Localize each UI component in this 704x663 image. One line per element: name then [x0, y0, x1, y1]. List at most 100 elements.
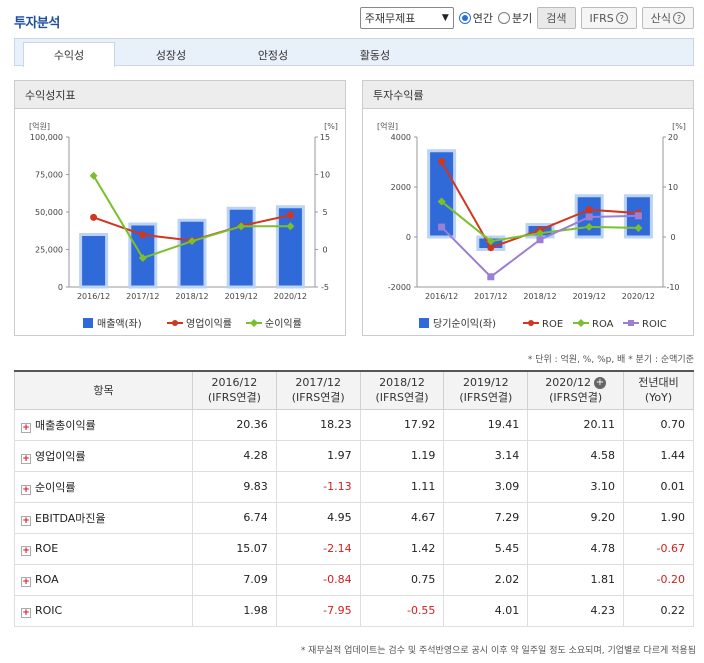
row-label[interactable]: + 영업이익률	[14, 439, 193, 472]
statement-type-select[interactable]: 주재무제표 ▼	[359, 7, 454, 29]
header-col: 2019/12 (IFRS연결)	[443, 370, 529, 410]
table-cell: 4.28	[192, 439, 277, 472]
tab-growth[interactable]: 성장성	[155, 48, 187, 62]
y-tick-left: 100,000	[30, 133, 63, 142]
table-cell: 1.42	[359, 532, 445, 565]
table-cell: 17.92	[359, 408, 445, 441]
table-cell: 1.97	[275, 439, 361, 472]
radio-quarter-label: 분기	[512, 12, 533, 25]
data-point	[237, 222, 246, 231]
table-cell: 5.45	[443, 532, 529, 565]
table-row: + 영업이익률 4.28 1.97 1.19 3.14 4.58 1.44	[14, 439, 694, 472]
table-cell: 6.74	[192, 501, 277, 534]
table-row: + EBITDA마진율 6.74 4.95 4.67 7.29 9.20 1.90	[14, 501, 694, 534]
header-period: 전년대비	[638, 376, 679, 390]
table-cell: 20.36	[192, 408, 277, 441]
data-point	[585, 213, 593, 221]
row-label[interactable]: + ROE	[14, 532, 193, 565]
data-point	[585, 206, 593, 214]
x-tick-label: 2016/12	[425, 292, 458, 301]
data-point	[188, 237, 196, 246]
expand-icon[interactable]: +	[21, 545, 31, 556]
table-cell: 0.75	[359, 563, 445, 596]
header-period: 2020/12	[545, 376, 591, 390]
question-icon: ?	[615, 12, 628, 24]
table-cell: 15.07	[192, 532, 277, 565]
table-cell: 4.78	[527, 532, 624, 565]
row-label[interactable]: + ROA	[14, 563, 193, 596]
y-tick-right: 15	[320, 133, 330, 142]
header-basis: (IFRS연결)	[459, 391, 513, 405]
right-axis-unit: [%]	[672, 122, 686, 131]
data-point	[487, 244, 495, 252]
y-tick-right: 10	[320, 171, 330, 180]
expand-columns-icon[interactable]: +	[593, 377, 606, 390]
tab-profitability[interactable]: 수익성	[23, 42, 115, 67]
legend-label: 매출액(좌)	[97, 318, 142, 330]
table-row: + 순이익률 9.83 -1.13 1.11 3.09 3.10 0.01	[14, 470, 694, 503]
legend-label: ROIC	[642, 319, 667, 330]
formula-button-label: 산식	[650, 12, 671, 25]
table-cell: 3.14	[443, 439, 529, 472]
table-cell: 4.58	[527, 439, 624, 472]
data-point	[437, 197, 446, 206]
x-tick-label: 2020/12	[274, 292, 307, 301]
table-cell: 19.41	[443, 408, 529, 441]
legend-label: 당기순이익(좌)	[433, 318, 496, 330]
bar-2018/12	[177, 218, 207, 289]
data-point	[536, 236, 544, 244]
formula-help-button[interactable]: 산식 ?	[641, 7, 694, 29]
legend-label: ROE	[542, 319, 563, 330]
table-cell: 18.23	[275, 408, 361, 441]
row-label[interactable]: + ROIC	[14, 594, 193, 627]
table-cell: 1.90	[623, 501, 694, 534]
y-tick-left: 50,000	[35, 208, 63, 217]
header-basis: (IFRS연결)	[549, 391, 603, 405]
table-cell: 4.95	[275, 501, 361, 534]
expand-icon[interactable]: +	[21, 484, 31, 495]
legend-marker	[172, 320, 178, 326]
row-label-text: EBITDA마진율	[35, 511, 106, 525]
header-col: 전년대비 (YoY)	[623, 370, 694, 410]
data-point	[487, 273, 495, 281]
radio-quarter[interactable]: 분기	[498, 10, 532, 26]
tab-stability[interactable]: 안정성	[257, 48, 289, 62]
search-button[interactable]: 검색	[537, 7, 576, 29]
legend-marker	[250, 319, 258, 327]
table-cell: 1.98	[192, 594, 277, 627]
expand-icon[interactable]: +	[21, 515, 31, 526]
expand-icon[interactable]: +	[21, 576, 31, 587]
row-label-text: 순이익률	[35, 480, 76, 494]
table-cell: 9.83	[192, 470, 277, 503]
row-label[interactable]: + 매출총이익률	[14, 408, 193, 441]
radio-annual[interactable]: 연간	[458, 10, 493, 26]
x-tick-label: 2016/12	[77, 292, 110, 301]
header-basis: (IFRS연결)	[375, 391, 429, 405]
table-cell: 1.19	[359, 439, 445, 472]
row-label[interactable]: + 순이익률	[14, 470, 193, 503]
expand-icon[interactable]: +	[21, 607, 31, 618]
expand-icon[interactable]: +	[21, 422, 31, 433]
data-point	[89, 171, 98, 180]
y-tick-left: 0	[406, 233, 411, 242]
header-item: 항목	[14, 370, 193, 410]
table-cell: 0.22	[623, 594, 694, 627]
header-basis: (IFRS연결)	[291, 391, 345, 405]
expand-icon[interactable]: +	[21, 453, 31, 464]
y-tick-left: 75,000	[35, 171, 63, 180]
data-point	[536, 229, 544, 238]
data-point	[634, 212, 642, 220]
radio-unselected-icon	[498, 12, 511, 24]
table-cell: 7.09	[192, 563, 277, 596]
header-col: 2017/12 (IFRS연결)	[275, 370, 361, 410]
tab-activity[interactable]: 활동성	[359, 48, 391, 62]
table-row: + ROIC 1.98 -7.95 -0.55 4.01 4.23 0.22	[14, 594, 694, 627]
table-header-row: 항목 2016/12 (IFRS연결) 2017/12 (IFRS연결) 2018/…	[14, 370, 694, 410]
y-tick-right: 0	[670, 233, 675, 242]
table-row: + ROE 15.07 -2.14 1.42 5.45 4.78 -0.67	[14, 532, 694, 565]
unit-note: * 단위 : 억원, %, %p, 배 * 분기 : 순액기준	[527, 355, 694, 365]
row-label[interactable]: + EBITDA마진율	[14, 501, 193, 534]
y-tick-left: 4000	[391, 133, 411, 142]
legend-swatch	[419, 318, 429, 328]
ifrs-help-button[interactable]: IFRS ?	[580, 7, 637, 29]
